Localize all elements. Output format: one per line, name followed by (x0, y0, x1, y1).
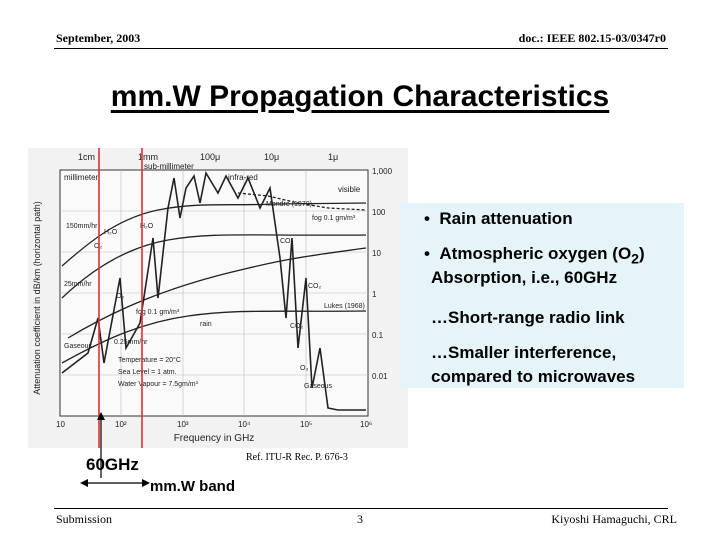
y-tick-label: 0.01 (372, 372, 388, 381)
x-tick-label: 10² (115, 420, 127, 429)
bullet-oxygen: • Atmospheric oxygen (O2) (424, 244, 645, 268)
footer-submission: Submission (56, 512, 113, 526)
curve-annotation: Gaseous (304, 383, 333, 390)
footer-author: Kiyoshi Hamaguchi, CRL (551, 512, 677, 526)
footer-page-number: 3 (357, 512, 363, 526)
bullet-oxygen-text: Atmospheric oxygen (O (439, 244, 632, 263)
region-label: visible (338, 185, 361, 194)
bullet-rain: • Rain attenuation (424, 209, 573, 228)
curve-annotation: Temperature = 20°C (118, 356, 181, 364)
curve-annotation: CO₂ (280, 238, 294, 245)
x-tick-label: 10³ (177, 420, 189, 429)
fog-mondre-curve (237, 192, 367, 211)
gaseous-curve (61, 170, 366, 411)
bullet-callout-box (400, 203, 684, 388)
microwaves-line: compared to microwaves (431, 367, 636, 386)
figure-ylabel: Attenuation coefficient in dB/km (horizo… (32, 201, 42, 394)
curve-annotation: 150mm/hr (66, 223, 98, 230)
slide-title: mm.W Propagation Characteristics (0, 80, 720, 114)
curve-annotation: Gaseous (64, 343, 93, 350)
x-tick-label: 10⁶ (360, 420, 372, 429)
y-tick-label: 1 (372, 290, 377, 299)
curve-annotation: Sea Level = 1 atm. (118, 369, 177, 376)
wavelength-label: 1cm (78, 152, 95, 162)
curve-annotation: 0.25mm/hr (114, 339, 148, 346)
60ghz-label: 60GHz (86, 455, 139, 474)
bullet-rain-text: Rain attenuation (439, 209, 573, 228)
region-label: millimeter (64, 173, 99, 182)
wavelength-label: 1mm (138, 152, 158, 162)
curve-annotation: fog 0.1 gm/m³ (312, 215, 356, 222)
curve-annotation: H₂O (104, 229, 118, 236)
figure-xlabel: Frequency in GHz (174, 433, 255, 444)
rain-150mm-curve (61, 202, 367, 267)
y-tick-label: 0.1 (372, 331, 384, 340)
region-label: infra-red (228, 173, 258, 182)
curve-annotation: O₃ (300, 365, 308, 372)
interference-line: …Smaller interference, (431, 343, 617, 362)
curve-annotation: fog 0.1 gm/m³ (136, 309, 180, 316)
bullet-oxygen-subscript: 2 (631, 251, 640, 268)
header-date: September, 2003 (56, 31, 141, 45)
bullet-oxygen-close: ) (639, 244, 645, 263)
curve-annotation: Lukes (1968) (324, 303, 365, 310)
header-rule (54, 48, 668, 49)
x-tick-label: 10 (56, 420, 65, 429)
x-tick-label: 10⁵ (300, 420, 312, 429)
wavelength-label: 1μ (328, 152, 338, 162)
reference-note: Ref. ITU-R Rec. P. 676-3 (246, 452, 348, 463)
curve-annotation: O₂ (116, 293, 124, 300)
attenuation-figure: Attenuation coefficient in dB/km (horizo… (28, 148, 408, 448)
short-range-line: …Short-range radio link (431, 308, 625, 327)
curve-annotation: CO₂ (308, 283, 322, 290)
band-arrow (80, 479, 150, 487)
y-tick-label: 100 (372, 208, 386, 217)
mmw-band-label: mm.W band (150, 478, 235, 495)
curve-annotation: Water Vapour = 7.5gm/m³ (118, 381, 199, 388)
rain-25mm-curve (61, 234, 367, 299)
60ghz-up-arrow (97, 412, 105, 478)
curve-annotation: H₂O (140, 223, 154, 230)
header-doc-id: doc.: IEEE 802.15-03/0347r0 (518, 31, 666, 45)
y-tick-label: 10 (372, 249, 381, 258)
curve-annotation: rain (200, 321, 212, 328)
bullet-oxygen-line2: Absorption, i.e., 60GHz (431, 268, 618, 287)
region-label: sub-millimeter (144, 162, 194, 171)
fog-curve (67, 247, 367, 339)
footer-rule (54, 508, 668, 509)
curve-annotation: 25mm/hr (64, 281, 92, 288)
curve-annotation: Mondre (1970) (266, 201, 312, 208)
curve-annotation: CO₂ (290, 323, 304, 330)
x-tick-label: 10⁴ (238, 420, 251, 429)
wavelength-label: 10μ (264, 152, 279, 162)
wavelength-label: 100μ (200, 152, 220, 162)
slide-title-text: mm.W Propagation Characteristics (110, 80, 610, 113)
y-tick-label: 1,000 (372, 167, 393, 176)
